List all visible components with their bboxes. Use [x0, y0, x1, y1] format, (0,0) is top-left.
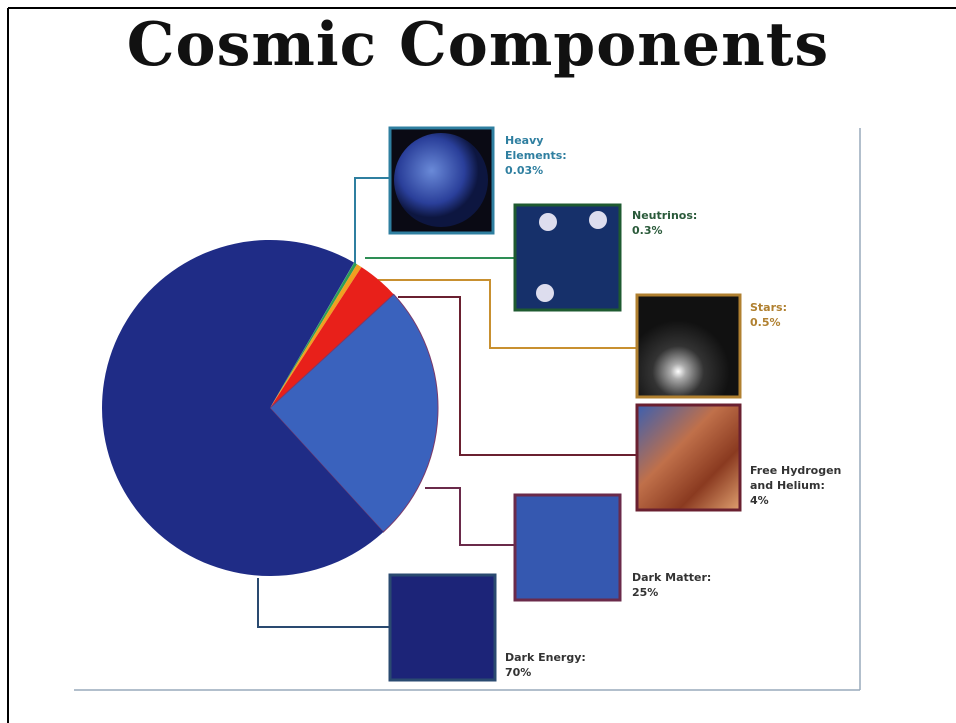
- pie: [102, 240, 439, 576]
- category-label: Free Hydrogen and Helium:: [750, 464, 842, 492]
- slice-label: Dark Energy: 70%: [505, 650, 605, 680]
- value-label: 25%: [632, 586, 659, 599]
- pie-slice: [269, 293, 439, 533]
- chart-title: Cosmic Components: [126, 10, 830, 80]
- pie-slice: [102, 240, 384, 576]
- value-label: 70%: [505, 666, 532, 679]
- value-label: 0.03%: [505, 164, 544, 177]
- slice-label: Dark Matter: 25%: [632, 570, 732, 600]
- pie-slice: [270, 262, 355, 408]
- slice-label: Free Hydrogen and Helium: 4%: [750, 463, 845, 508]
- slice-label: Stars: 0.5%: [750, 300, 850, 330]
- value-label: 4%: [750, 494, 769, 507]
- category-label: Neutrinos:: [632, 209, 698, 222]
- thumbnails: [388, 126, 742, 682]
- slice-label: Neutrinos: 0.3%: [632, 208, 732, 238]
- category-label: Dark Energy:: [505, 651, 586, 664]
- connectors: [257, 177, 637, 628]
- value-label: 0.5%: [750, 316, 781, 329]
- category-label: Heavy Elements:: [505, 134, 567, 162]
- slice-label: Heavy Elements: 0.03%: [505, 133, 605, 178]
- pie-slice: [270, 264, 362, 408]
- category-label: Dark Matter:: [632, 571, 712, 584]
- pie-slice: [270, 262, 358, 408]
- category-label: Stars:: [750, 301, 787, 314]
- pie-slice: [270, 267, 394, 408]
- value-label: 0.3%: [632, 224, 663, 237]
